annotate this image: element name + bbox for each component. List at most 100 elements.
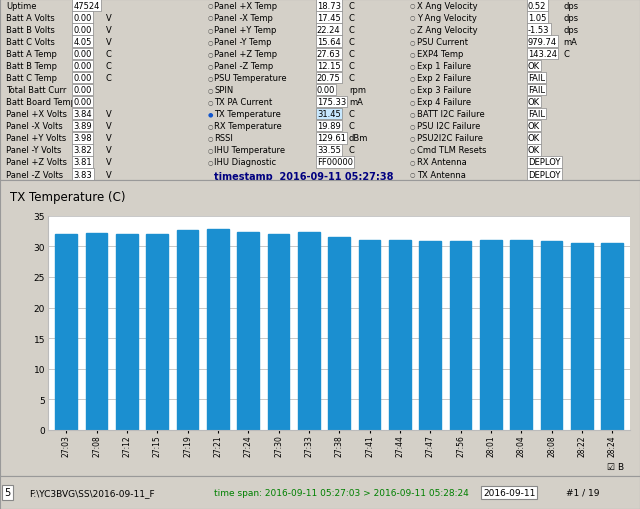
Bar: [268, 235, 289, 430]
Text: ○: ○: [410, 52, 415, 56]
Text: ○: ○: [410, 136, 415, 141]
Bar: [450, 242, 472, 430]
Text: mA: mA: [349, 98, 363, 107]
Text: 2016-09-11: 2016-09-11: [483, 488, 536, 497]
Text: ○: ○: [207, 40, 212, 45]
Text: time span: 2016-09-11 05:27:03 > 2016-09-11 05:28:24: time span: 2016-09-11 05:27:03 > 2016-09…: [214, 488, 469, 497]
Text: EXP4 Temp: EXP4 Temp: [417, 50, 463, 59]
Text: FAIL: FAIL: [528, 74, 545, 83]
Bar: [55, 235, 77, 430]
Text: RX Temperature: RX Temperature: [214, 122, 282, 131]
Text: ○: ○: [410, 40, 415, 45]
Text: 20.75: 20.75: [317, 74, 340, 83]
Text: 22.24: 22.24: [317, 25, 340, 35]
Text: ○: ○: [410, 64, 415, 69]
Text: ○: ○: [207, 16, 212, 20]
Text: V: V: [106, 146, 111, 155]
Text: 12.15: 12.15: [317, 62, 340, 71]
Text: V: V: [106, 158, 111, 167]
Text: Exp 1 Failure: Exp 1 Failure: [417, 62, 472, 71]
Text: 3.89: 3.89: [74, 122, 92, 131]
Text: V: V: [106, 25, 111, 35]
Text: Panel +Y Volts: Panel +Y Volts: [6, 134, 67, 143]
Text: PSU2I2C Failure: PSU2I2C Failure: [417, 134, 483, 143]
Text: Panel -Y Temp: Panel -Y Temp: [214, 38, 272, 47]
Text: ○: ○: [207, 76, 212, 81]
Bar: [358, 241, 380, 430]
Text: ○: ○: [410, 160, 415, 165]
Bar: [328, 237, 350, 430]
Text: PSU Temperature: PSU Temperature: [214, 74, 287, 83]
Text: ☑ B: ☑ B: [607, 463, 624, 471]
Text: 3.83: 3.83: [74, 170, 92, 179]
Text: rpm: rpm: [349, 86, 366, 95]
Text: 143.24: 143.24: [528, 50, 557, 59]
Text: V: V: [106, 38, 111, 47]
Text: ○: ○: [410, 112, 415, 117]
Text: X Ang Velocity: X Ang Velocity: [417, 2, 478, 11]
Text: Panel -X Temp: Panel -X Temp: [214, 14, 273, 22]
Text: Panel +Z Volts: Panel +Z Volts: [6, 158, 67, 167]
Text: C: C: [349, 2, 355, 11]
Text: 0.52: 0.52: [528, 2, 547, 11]
Text: ○: ○: [207, 148, 212, 153]
Text: ○: ○: [207, 136, 212, 141]
Text: Batt A Volts: Batt A Volts: [6, 14, 55, 22]
Text: ○: ○: [207, 4, 212, 9]
Text: Exp 2 Failure: Exp 2 Failure: [417, 74, 472, 83]
Text: 1.05: 1.05: [528, 14, 547, 22]
Text: BATT I2C Failure: BATT I2C Failure: [417, 110, 485, 119]
Text: 3.98: 3.98: [74, 134, 92, 143]
Text: 3.82: 3.82: [74, 146, 92, 155]
Text: 979.74: 979.74: [528, 38, 557, 47]
Text: 0.00: 0.00: [74, 62, 92, 71]
Text: ●: ●: [207, 112, 212, 117]
Text: ○: ○: [410, 76, 415, 81]
Text: 18.73: 18.73: [317, 2, 341, 11]
Text: PSU Current: PSU Current: [417, 38, 468, 47]
Text: 17.45: 17.45: [317, 14, 340, 22]
Text: Panel +Y Temp: Panel +Y Temp: [214, 25, 276, 35]
Text: ○: ○: [207, 64, 212, 69]
Bar: [389, 241, 411, 430]
Text: 19.89: 19.89: [317, 122, 340, 131]
Text: TX Antenna: TX Antenna: [417, 170, 466, 179]
Text: ○: ○: [410, 172, 415, 177]
Bar: [237, 232, 259, 430]
Text: ○: ○: [410, 100, 415, 105]
Bar: [298, 233, 320, 430]
Text: ○: ○: [410, 27, 415, 33]
Text: V: V: [106, 110, 111, 119]
Text: mA: mA: [563, 38, 577, 47]
Text: C: C: [349, 14, 355, 22]
Text: DEPLOY: DEPLOY: [528, 170, 561, 179]
Text: IHU Temperature: IHU Temperature: [214, 146, 285, 155]
Text: OK: OK: [528, 122, 540, 131]
Text: C: C: [349, 74, 355, 83]
Text: ○: ○: [410, 148, 415, 153]
Text: C: C: [106, 50, 111, 59]
Text: C: C: [349, 50, 355, 59]
Text: C: C: [349, 38, 355, 47]
Bar: [541, 242, 563, 430]
Text: ○: ○: [410, 124, 415, 129]
Text: 47524: 47524: [74, 2, 100, 11]
Text: Panel -Z Volts: Panel -Z Volts: [6, 170, 63, 179]
Text: C: C: [349, 122, 355, 131]
Text: V: V: [106, 134, 111, 143]
Text: -1.53: -1.53: [528, 25, 550, 35]
Bar: [116, 235, 138, 430]
Text: F:\YC3BVG\SS\2016-09-11_F: F:\YC3BVG\SS\2016-09-11_F: [29, 488, 154, 497]
Text: ○: ○: [207, 88, 212, 93]
Text: dps: dps: [563, 25, 579, 35]
Text: 175.33: 175.33: [317, 98, 346, 107]
Text: C: C: [349, 110, 355, 119]
Text: dps: dps: [563, 2, 579, 11]
Text: 0.00: 0.00: [74, 14, 92, 22]
Text: Panel -Z Temp: Panel -Z Temp: [214, 62, 274, 71]
Text: 5: 5: [4, 488, 11, 497]
Text: ○: ○: [410, 4, 415, 9]
Bar: [207, 230, 228, 430]
Text: 0.00: 0.00: [74, 74, 92, 83]
Text: OK: OK: [528, 98, 540, 107]
